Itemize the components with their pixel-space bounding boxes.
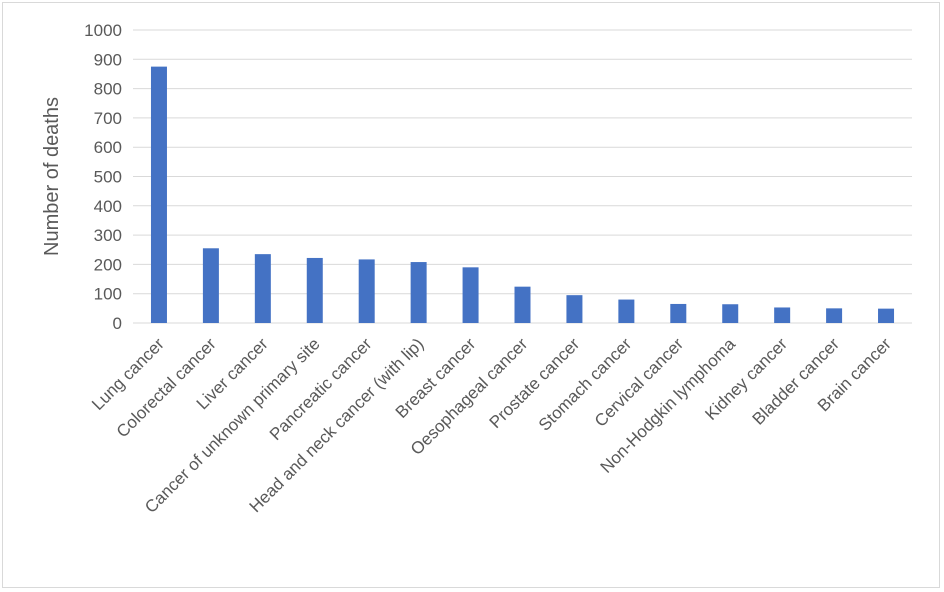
bar: [150, 66, 167, 323]
y-tick-label: 100: [94, 285, 122, 304]
y-tick-label: 1000: [84, 21, 122, 40]
y-axis-title: Number of deaths: [41, 97, 63, 256]
y-tick-label: 600: [94, 138, 122, 157]
bar: [618, 299, 635, 323]
bar: [202, 248, 219, 323]
bars: [150, 66, 895, 323]
bar: [306, 257, 323, 323]
y-tick-label: 300: [94, 226, 122, 245]
y-tick-label: 0: [113, 314, 122, 333]
bar: [774, 307, 791, 323]
bar: [878, 308, 895, 323]
bar: [462, 267, 479, 323]
y-tick-label: 400: [94, 197, 122, 216]
bar: [670, 303, 687, 323]
bar: [826, 308, 843, 323]
y-tick-label: 900: [94, 50, 122, 69]
y-tick-label: 500: [94, 168, 122, 187]
bar: [566, 295, 583, 323]
x-category-label: Prostate cancer: [486, 334, 584, 432]
y-tick-label: 800: [94, 80, 122, 99]
y-tick-label: 200: [94, 255, 122, 274]
bar: [358, 259, 375, 323]
bar: [514, 286, 531, 323]
bar: [254, 254, 271, 323]
bar: [410, 262, 427, 323]
x-category-label: Stomach cancer: [535, 334, 636, 435]
x-category-label: Cervical cancer: [591, 334, 688, 431]
y-axis-ticks: 0 100 200 300 400 500 600 700 800 900 1000: [84, 21, 122, 333]
gridlines: [133, 29, 912, 324]
y-tick-label: 700: [94, 109, 122, 128]
bar: [722, 304, 739, 323]
